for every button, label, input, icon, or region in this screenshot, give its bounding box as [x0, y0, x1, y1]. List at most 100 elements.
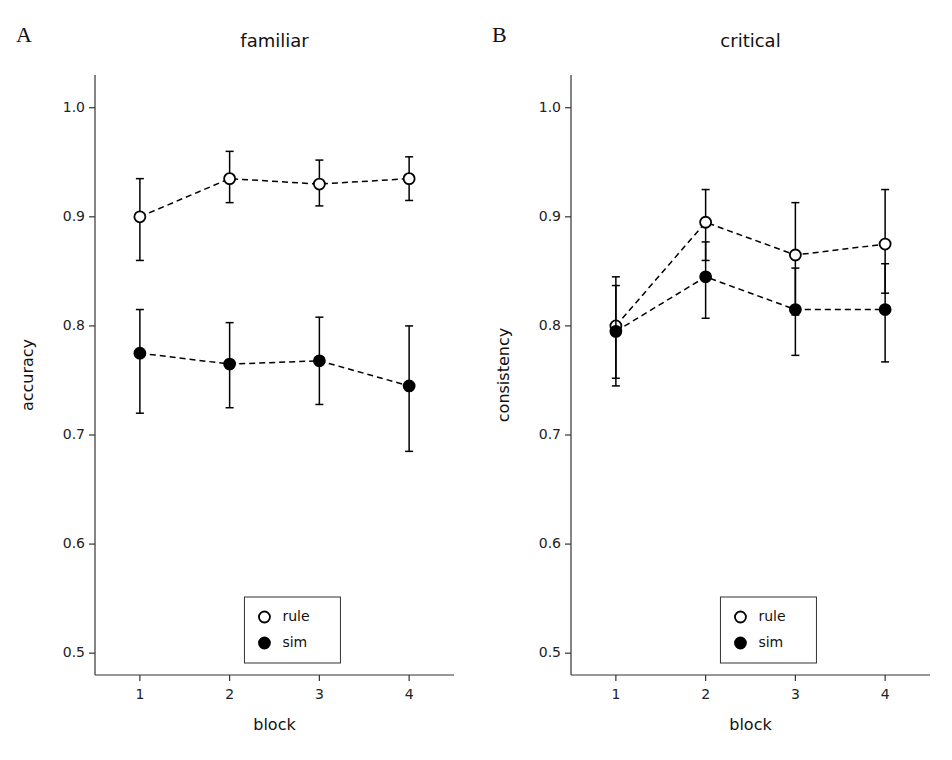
- series: [134, 151, 414, 260]
- error-bar-cap: [405, 156, 413, 158]
- legend-box: [244, 597, 340, 663]
- x-tick: [885, 675, 886, 681]
- point: [880, 304, 891, 315]
- point: [790, 250, 801, 261]
- error-bar-cap: [791, 267, 799, 269]
- y-tick-label: 0.6: [539, 535, 561, 551]
- error-bar-cap: [702, 241, 710, 243]
- x-tick-label: 1: [135, 686, 144, 702]
- error-bar-cap: [226, 202, 234, 204]
- legend-swatch: [259, 638, 270, 649]
- error-bar-cap: [136, 178, 144, 180]
- point: [134, 211, 145, 222]
- error-bar-cap: [702, 318, 710, 320]
- y-tick-label: 1.0: [539, 99, 561, 115]
- panel: 0.50.60.70.80.91.01234blockaccuracyfamil…: [16, 22, 454, 734]
- error-bar-cap: [315, 205, 323, 207]
- error-bar-cap: [136, 260, 144, 262]
- chart-title: critical: [720, 30, 780, 51]
- error-bar-cap: [226, 151, 234, 153]
- figure: 0.5 0.6 0.7 0.8 0.9 1.0 1 2 3 4 block accuracy famil…: [0, 0, 952, 760]
- error-bar-cap: [405, 200, 413, 202]
- y-axis-line: [94, 75, 95, 675]
- point: [700, 271, 711, 282]
- y-tick: [89, 216, 95, 217]
- y-tick: [89, 543, 95, 544]
- y-tick: [89, 653, 95, 654]
- error-bar-cap: [315, 316, 323, 318]
- series-line: [616, 222, 885, 326]
- x-axis-label: block: [729, 715, 772, 734]
- y-axis-line: [570, 75, 571, 675]
- y-tick-label: 0.8: [539, 317, 561, 333]
- series: [134, 310, 414, 452]
- point: [314, 355, 325, 366]
- error-bar-cap: [881, 189, 889, 191]
- y-tick-label: 0.9: [63, 208, 85, 224]
- x-tick-label: 1: [611, 686, 620, 702]
- series: [610, 242, 890, 386]
- error-bar-cap: [226, 407, 234, 409]
- error-bar-cap: [702, 189, 710, 191]
- x-tick-label: 2: [701, 686, 710, 702]
- legend: rule sim: [244, 597, 340, 663]
- error-bar-cap: [612, 276, 620, 278]
- error-bar-cap: [612, 285, 620, 287]
- legend: rulesim: [720, 597, 816, 663]
- x-tick-label: 3: [315, 686, 324, 702]
- error-bar: [136, 310, 144, 414]
- x-tick: [705, 675, 706, 681]
- x-axis-label: block: [253, 715, 296, 734]
- y-tick-label: 0.7: [539, 426, 561, 442]
- y-tick-label: 0.5: [539, 644, 561, 660]
- point: [790, 304, 801, 315]
- y-tick-label: 0.9: [539, 208, 561, 224]
- error-bar-cap: [612, 385, 620, 387]
- error-bar-cap: [226, 322, 234, 324]
- chart-title: familiar: [240, 30, 309, 51]
- x-tick: [139, 675, 140, 681]
- y-tick: [565, 216, 571, 217]
- y-axis-label: accuracy: [18, 339, 37, 411]
- series-line: [140, 353, 409, 386]
- data-area: [134, 151, 414, 451]
- y-tick: [565, 107, 571, 108]
- y-tick: [565, 543, 571, 544]
- background: [0, 0, 952, 760]
- error-bar-cap: [881, 263, 889, 265]
- series-line: [140, 179, 409, 217]
- y-tick-label: 0.7: [63, 426, 85, 442]
- x-tick-label: 4: [881, 686, 890, 702]
- legend-label: sim: [282, 634, 307, 650]
- y-tick-label: 1.0: [63, 99, 85, 115]
- legend-swatch: [259, 612, 270, 623]
- y-tick: [565, 653, 571, 654]
- y-tick: [565, 434, 571, 435]
- panel-label: B: [492, 22, 507, 47]
- point: [404, 380, 415, 391]
- point: [404, 173, 415, 184]
- legend-label: rule: [282, 608, 309, 624]
- y-tick: [89, 107, 95, 108]
- x-tick: [795, 675, 796, 681]
- y-tick: [89, 325, 95, 326]
- x-axis-line: [571, 674, 930, 675]
- point: [880, 239, 891, 250]
- error-bar-cap: [315, 159, 323, 161]
- error-bar-cap: [136, 309, 144, 311]
- error-bar-cap: [405, 325, 413, 327]
- x-axis-line: [95, 674, 454, 675]
- data-area: [610, 190, 890, 386]
- error-bar-cap: [791, 202, 799, 204]
- legend-swatch: [735, 612, 746, 623]
- x-tick: [229, 675, 230, 681]
- y-tick: [89, 434, 95, 435]
- error-bar-cap: [791, 355, 799, 357]
- error-bar-cap: [405, 451, 413, 453]
- error-bar-cap: [315, 404, 323, 406]
- x-tick-label: 4: [405, 686, 414, 702]
- point: [700, 217, 711, 228]
- legend-box: [720, 597, 816, 663]
- x-tick-label: 2: [225, 686, 234, 702]
- point: [134, 348, 145, 359]
